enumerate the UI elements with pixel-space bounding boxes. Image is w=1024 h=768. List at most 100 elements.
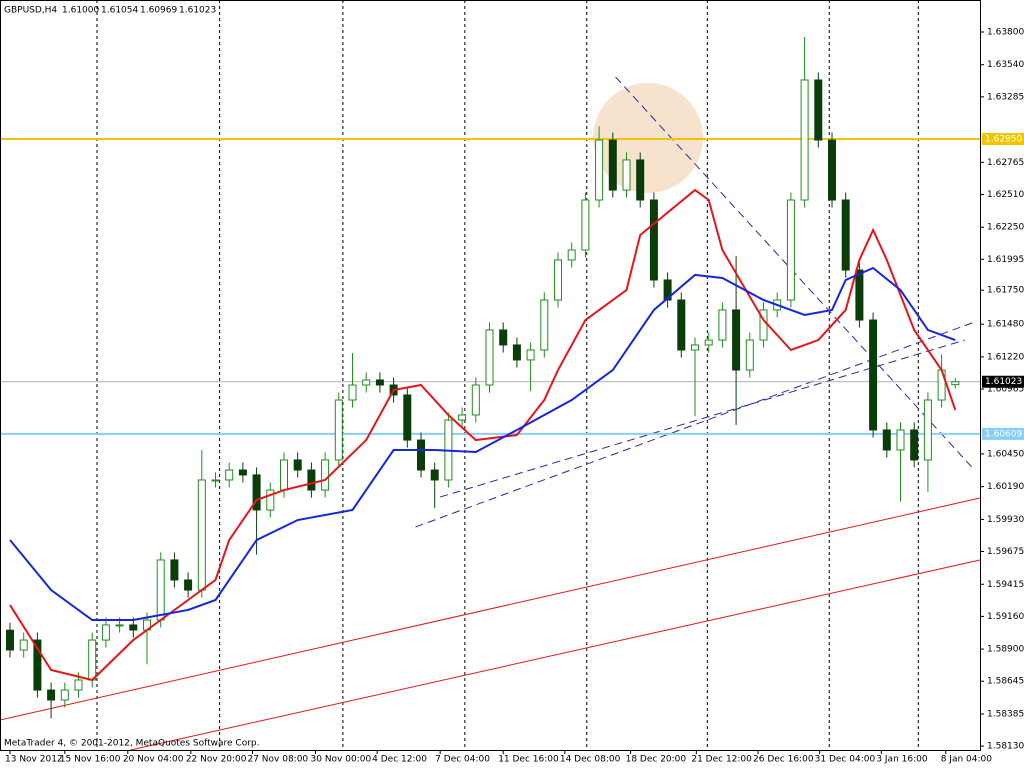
- candle-body: [430, 469, 439, 481]
- y-tick-label: 1.61750: [987, 286, 1024, 296]
- x-tick-label: 4 Dec 12:00: [372, 755, 427, 765]
- candle-body: [554, 259, 562, 301]
- candle-body: [362, 379, 371, 386]
- x-tick-label: 26 Dec 16:00: [753, 755, 814, 765]
- price-label: 1.61023: [985, 377, 1022, 387]
- y-tick-label: 1.62250: [987, 223, 1024, 233]
- y-tick-label: 1.58900: [987, 645, 1024, 655]
- y-tick-label: 1.61220: [987, 352, 1024, 362]
- x-tick-label: 27 Nov 08:00: [247, 755, 308, 765]
- y-tick-label: 1.58385: [987, 709, 1024, 719]
- candle-body: [910, 429, 919, 461]
- y-tick-label: 1.59675: [987, 547, 1024, 557]
- y-tick-label: 1.60450: [987, 449, 1024, 459]
- candle-body: [225, 469, 234, 481]
- ohlc-close: 1.61023: [179, 6, 216, 16]
- candle-body: [375, 379, 384, 386]
- candle-body: [745, 339, 754, 371]
- candle-body: [334, 399, 343, 461]
- y-tick-label: 1.63540: [987, 60, 1024, 70]
- x-tick-label: 20 Nov 04:00: [123, 755, 184, 765]
- price-label-box: [982, 375, 1024, 388]
- y-tick-label: 1.61995: [987, 255, 1024, 265]
- candle-body: [691, 344, 699, 351]
- candle-body: [649, 199, 658, 281]
- x-tick-label: 11 Dec 16:00: [498, 755, 559, 765]
- candle-body: [512, 344, 521, 361]
- candle-body: [718, 309, 727, 341]
- trendline: [130, 559, 981, 751]
- plot-layer: [0, 0, 981, 754]
- x-tick-label: 8 Jan 04:00: [941, 755, 993, 765]
- candle-body: [293, 459, 302, 471]
- candle-body: [814, 79, 823, 141]
- candle-body: [896, 429, 905, 451]
- candle-body: [321, 459, 330, 491]
- candle-body: [280, 459, 288, 491]
- candle-body: [88, 639, 97, 681]
- ohlc-high: 1.61054: [101, 6, 138, 16]
- x-tick-label: 30 Nov 00:00: [311, 755, 372, 765]
- candle-body: [348, 384, 357, 401]
- candle-body: [252, 474, 261, 511]
- highlight-circle: [593, 83, 703, 193]
- x-tick-label: 7 Dec 04:00: [435, 755, 490, 765]
- candle-body: [6, 629, 14, 651]
- candle-body: [115, 624, 124, 627]
- candle-body: [636, 159, 645, 201]
- candle-body: [238, 469, 247, 476]
- symbol: GBPUSD,H4: [4, 6, 57, 16]
- candle-body: [540, 299, 549, 351]
- price-label-box: [982, 427, 1024, 440]
- candle-body: [499, 329, 508, 346]
- candle-body: [266, 489, 275, 511]
- price-label: 1.62950: [985, 135, 1022, 145]
- trendline: [440, 339, 966, 498]
- candle-body: [663, 279, 672, 301]
- candle-body: [608, 139, 617, 191]
- y-tick-label: 1.62510: [987, 190, 1024, 200]
- candle-body: [677, 299, 686, 351]
- x-tick-label: 3 Jan 16:00: [876, 755, 928, 765]
- candle-body: [732, 309, 741, 371]
- candle-body: [211, 479, 220, 482]
- x-tick-label: 31 Dec 04:00: [815, 755, 876, 765]
- candle-body: [170, 559, 179, 581]
- y-tick-label: 1.59930: [987, 515, 1024, 525]
- y-tick-label: 1.60965: [987, 385, 1024, 395]
- y-tick-label: 1.59160: [987, 612, 1024, 622]
- y-tick-label: 1.58645: [987, 677, 1024, 687]
- trendline: [615, 76, 975, 471]
- price-label: 1.60609: [985, 429, 1022, 439]
- candle-body: [567, 249, 576, 261]
- candle-body: [841, 199, 850, 271]
- candle-body: [485, 329, 494, 386]
- candle-body: [19, 639, 28, 651]
- candle-body: [828, 139, 836, 201]
- y-tick-label: 1.62765: [987, 158, 1024, 168]
- candle-body: [855, 269, 864, 321]
- candle-body: [403, 394, 412, 441]
- x-tick-label: 15 Nov 16:00: [60, 755, 121, 765]
- y-tick-label: 1.63800: [987, 27, 1024, 37]
- price-label-box: [982, 133, 1024, 146]
- candle-body: [595, 139, 604, 201]
- candle-body: [156, 559, 165, 621]
- candle-body: [581, 199, 590, 251]
- candle-body: [882, 429, 891, 451]
- candle-body: [197, 479, 206, 591]
- plot-frame: [0, 0, 981, 751]
- candle-body: [869, 319, 878, 431]
- y-tick-label: 1.59415: [987, 580, 1024, 590]
- candle-body: [622, 159, 631, 191]
- y-tick-label: 1.60190: [987, 482, 1024, 492]
- y-tick-label: 1.63285: [987, 92, 1024, 102]
- candle-body: [786, 199, 795, 301]
- candle-body: [60, 689, 69, 701]
- candle-body: [471, 384, 480, 416]
- candle-body: [923, 399, 932, 461]
- x-tick-label: 21 Dec 12:00: [691, 755, 752, 765]
- candle-body: [526, 349, 535, 361]
- x-tick-label: 18 Dec 20:00: [626, 755, 687, 765]
